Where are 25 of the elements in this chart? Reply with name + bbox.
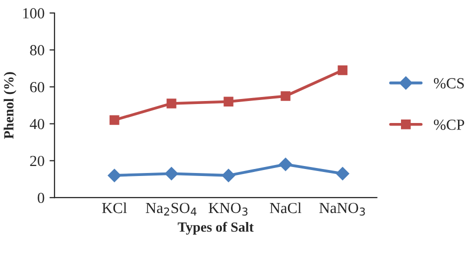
x-tick-label: Na$_{2}$SO$_{4}$ [146,202,196,216]
y-axis-title: Phenol (%) [4,72,16,139]
x-tick-label: KCl [102,202,127,214]
x-axis-title: Types of Salt [178,222,254,235]
point [108,168,121,182]
legend-label: %CS [434,78,464,88]
y-tick-label: 0 [38,192,44,204]
point [224,96,234,106]
point [336,167,350,180]
x-tick-label: NaCl [270,202,302,214]
point [338,65,348,76]
y-tick-label: 80 [30,45,44,56]
legend-label: %CP [434,120,464,130]
y-tick-label: 60 [30,82,44,92]
point [222,168,236,182]
y-tick-label: 40 [30,118,44,130]
point [278,158,292,171]
y-tick-label: 100 [23,8,44,18]
x-tick-label: NaNO$_{3}$ [319,202,365,216]
point [166,98,176,108]
y-tick-label: 20 [30,156,44,166]
point [110,115,120,125]
point [280,91,290,101]
x-tick-label: KNO$_{3}$ [208,202,248,216]
point [164,167,178,180]
